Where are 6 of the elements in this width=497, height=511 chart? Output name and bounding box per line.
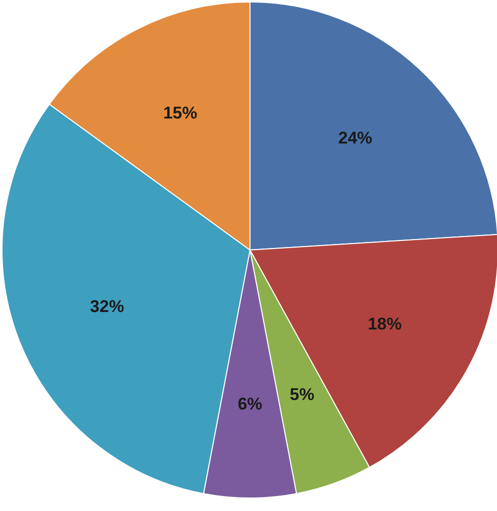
data-label: 6% xyxy=(238,394,262,414)
data-label: 18% xyxy=(368,314,402,334)
data-label: 24% xyxy=(338,128,372,148)
data-label: 5% xyxy=(290,385,314,404)
data-label: 15% xyxy=(163,104,198,122)
data-label: 32% xyxy=(90,297,124,316)
